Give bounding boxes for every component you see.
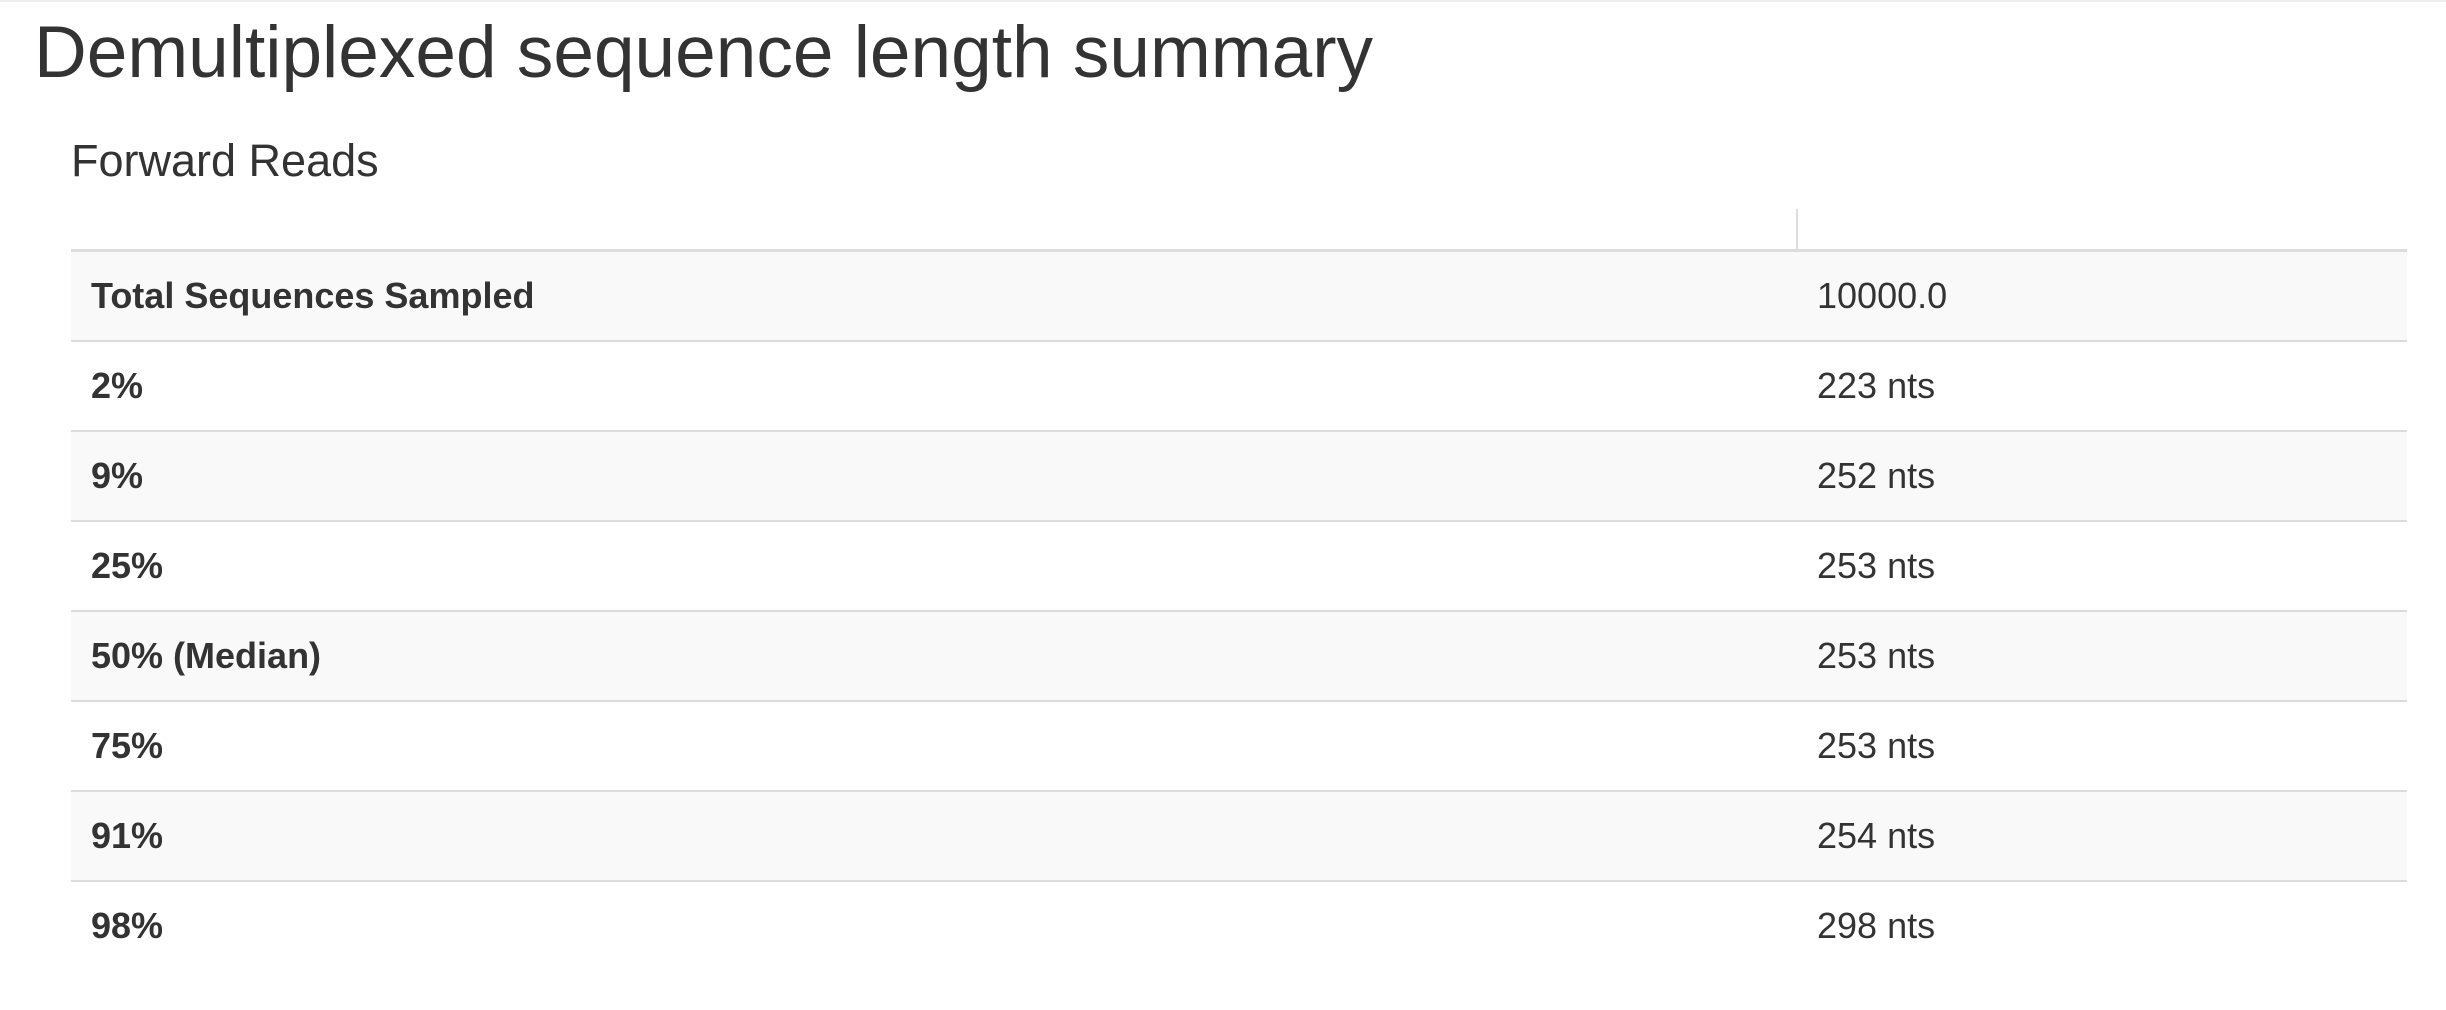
- table-row: 25% 253 nts: [71, 521, 2407, 612]
- table-row: 50% (Median) 253 nts: [71, 611, 2407, 702]
- row-label: 25%: [71, 521, 1797, 612]
- table-header-row: [71, 209, 2407, 252]
- row-value: 298 nts: [1817, 905, 1936, 946]
- top-divider: [0, 0, 2446, 2]
- row-value: 253 nts: [1797, 521, 2407, 612]
- row-label: 50% (Median): [71, 611, 1797, 702]
- row-value: 252 nts: [1797, 431, 2407, 522]
- row-value: 253 nts: [1797, 701, 2407, 792]
- row-label: Total Sequences Sampled: [71, 250, 1797, 342]
- column-header-label: [71, 209, 1797, 252]
- row-value: 254 nts: [1797, 791, 2407, 882]
- table-header: [71, 209, 2407, 252]
- row-label: 75%: [71, 701, 1797, 792]
- table-body: Total Sequences Sampled 10000.0 2% 223 n…: [71, 250, 2407, 971]
- table-row: 91% 254 nts: [71, 791, 2407, 882]
- row-label: 9%: [71, 431, 1797, 522]
- table-row: Total Sequences Sampled 10000.0: [71, 250, 2407, 342]
- row-label: 2%: [71, 341, 1797, 432]
- length-summary-table: Total Sequences Sampled 10000.0 2% 223 n…: [71, 209, 2407, 970]
- page-title: Demultiplexed sequence length summary: [34, 12, 1374, 93]
- table-row: 98% 298 nts: [71, 881, 2407, 970]
- table-row: 75% 253 nts: [71, 701, 2407, 792]
- row-label: 91%: [71, 791, 1797, 882]
- table-row: 2% 223 nts: [71, 341, 2407, 432]
- row-value: 253 nts: [1797, 611, 2407, 702]
- row-value: 10000.0: [1797, 250, 2407, 342]
- section-title: Forward Reads: [71, 135, 379, 186]
- row-value: 223 nts: [1797, 341, 2407, 432]
- column-header-value: [1796, 209, 2407, 252]
- table-row: 9% 252 nts: [71, 431, 2407, 522]
- row-label: 98%: [91, 905, 164, 946]
